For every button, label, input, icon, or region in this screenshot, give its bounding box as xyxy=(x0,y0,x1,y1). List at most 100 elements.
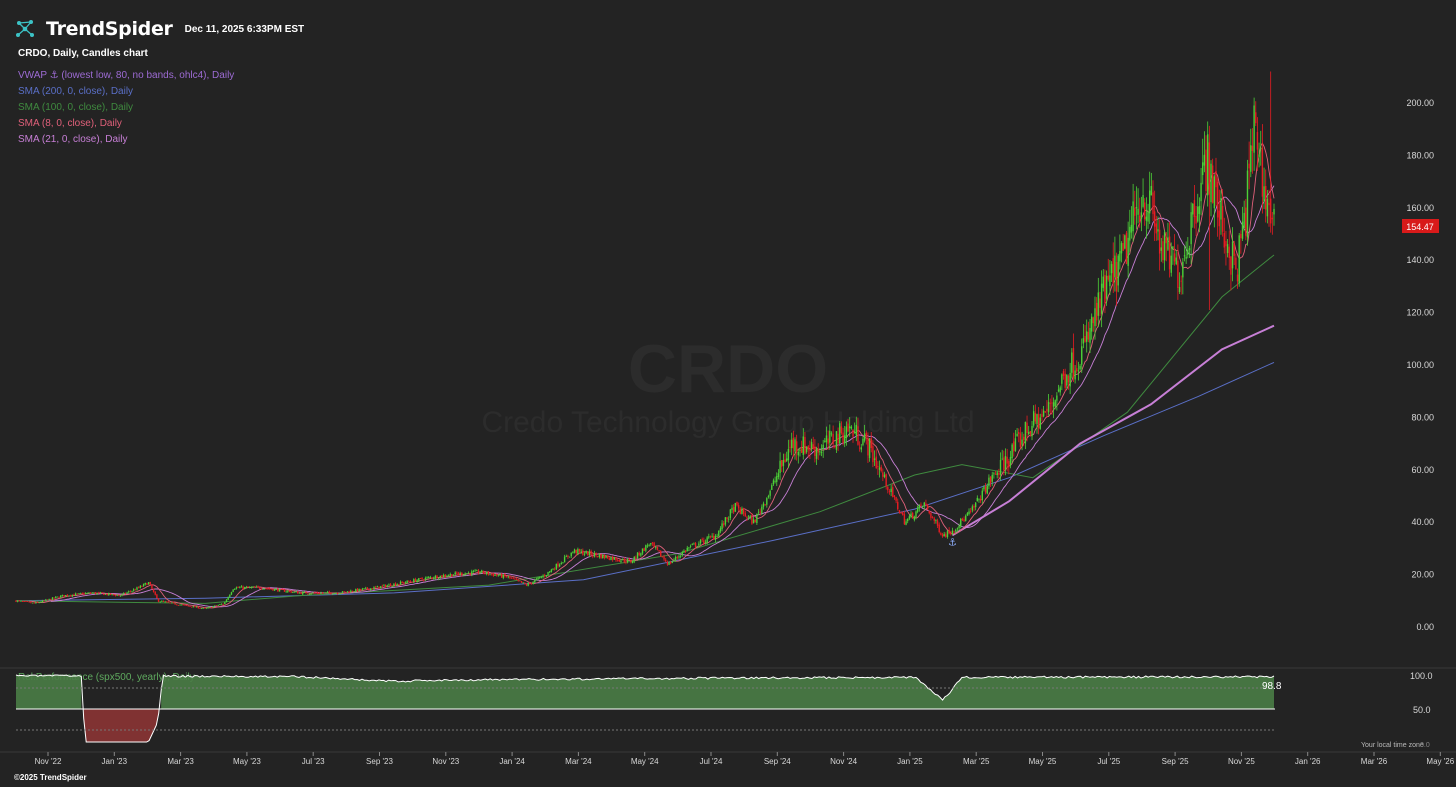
candle-body xyxy=(489,573,491,575)
candle-body xyxy=(832,434,834,444)
time-axis-label: Jul '25 xyxy=(1097,757,1120,766)
candle-body xyxy=(943,533,945,537)
candle-body xyxy=(945,534,947,537)
candle-body xyxy=(590,551,592,556)
copyright: ©2025 TrendSpider xyxy=(14,773,87,782)
candle-body xyxy=(537,577,539,580)
candle-body xyxy=(1265,185,1267,210)
candle-body xyxy=(663,556,665,560)
candle-body xyxy=(638,552,640,556)
candle-body xyxy=(331,593,334,595)
candle-body xyxy=(1019,433,1022,448)
indicator-sma-21[interactable]: SMA (21, 0, close), Daily xyxy=(18,134,128,145)
candle-body xyxy=(285,591,287,593)
candle-body xyxy=(244,587,246,589)
candle-body xyxy=(194,606,196,608)
candle-body xyxy=(739,508,742,514)
candle-body xyxy=(41,600,44,603)
candle-body xyxy=(1241,221,1244,239)
candle-body xyxy=(31,602,34,604)
indicator-sma-200[interactable]: SMA (200, 0, close), Daily xyxy=(18,86,134,97)
candle-body xyxy=(114,595,117,597)
candle-body xyxy=(963,519,965,522)
candle-body xyxy=(1235,257,1237,270)
sma-100-line xyxy=(15,254,1275,604)
candle-body xyxy=(645,545,647,551)
candle-body xyxy=(1148,190,1151,214)
candle-body xyxy=(560,563,562,565)
candle-body xyxy=(108,593,110,596)
candle-body xyxy=(716,536,718,537)
candle-body xyxy=(646,545,649,547)
indicator-sma-8[interactable]: SMA (8, 0, close), Daily xyxy=(18,118,122,129)
candle-body xyxy=(273,589,276,591)
candle-body xyxy=(245,586,248,588)
candle-body xyxy=(1250,145,1252,172)
price-y-tick: 200.00 xyxy=(1406,98,1434,108)
candle-body xyxy=(630,559,632,563)
candle-body xyxy=(366,587,369,590)
candle-body xyxy=(419,578,422,579)
candle-body xyxy=(184,604,186,606)
price-y-tick: 120.00 xyxy=(1406,308,1434,318)
rp-area-negative xyxy=(83,708,159,742)
candle-body xyxy=(928,510,930,514)
candle-body xyxy=(1099,298,1101,308)
price-y-tick: 160.00 xyxy=(1406,203,1434,213)
candle-body xyxy=(965,515,967,521)
candle-body xyxy=(643,548,645,551)
candle-body xyxy=(40,602,42,603)
candle-body xyxy=(1036,414,1038,425)
indicator-vwap[interactable]: VWAP ⚓ (lowest low, 80, no bands, ohlc4)… xyxy=(18,70,235,81)
candle-body xyxy=(224,602,226,605)
candle-body xyxy=(567,555,569,557)
candle-body xyxy=(242,586,244,589)
candle-body xyxy=(101,592,103,594)
candle-body xyxy=(1089,327,1091,343)
candle-body xyxy=(30,602,32,603)
candle-body xyxy=(1248,163,1250,169)
candle-body xyxy=(277,588,279,592)
candle-body xyxy=(151,585,153,589)
candle-body xyxy=(1044,411,1046,413)
candle-body xyxy=(968,511,970,514)
candle-body xyxy=(563,556,566,563)
candle-body xyxy=(1124,235,1126,249)
candle-body xyxy=(572,552,574,554)
candle-body xyxy=(363,588,365,590)
candle-body xyxy=(747,516,750,518)
candle-body xyxy=(1061,374,1063,384)
candle-body xyxy=(262,589,264,590)
candle-body xyxy=(1216,181,1219,218)
candle-body xyxy=(1188,248,1191,251)
candle-body xyxy=(346,591,349,593)
candle-body xyxy=(38,602,40,604)
candle-body xyxy=(1069,373,1071,387)
candle-body xyxy=(365,587,367,589)
candle-body xyxy=(321,592,324,594)
candle-body xyxy=(472,571,475,572)
candle-body xyxy=(403,582,405,584)
candle-body xyxy=(1011,444,1013,459)
candle-body xyxy=(479,572,481,574)
candle-body xyxy=(81,593,83,594)
candle-body xyxy=(941,534,944,537)
candle-body xyxy=(469,572,471,575)
candle-body xyxy=(815,448,818,459)
indicator-sma-100[interactable]: SMA (100, 0, close), Daily xyxy=(18,102,134,113)
candle-body xyxy=(669,561,672,564)
candle-body xyxy=(393,583,395,586)
candle-body xyxy=(660,550,662,557)
candle-body xyxy=(565,556,567,558)
candle-body xyxy=(55,596,57,598)
time-axis-label: Jan '26 xyxy=(1295,757,1321,766)
candle-body xyxy=(1047,401,1050,413)
candle-body xyxy=(706,537,708,543)
candle-body xyxy=(398,584,400,585)
candle-body xyxy=(389,584,392,587)
candle-body xyxy=(795,441,798,453)
candle-body xyxy=(94,592,97,595)
candle-body xyxy=(272,588,274,591)
candle-body xyxy=(413,579,415,582)
